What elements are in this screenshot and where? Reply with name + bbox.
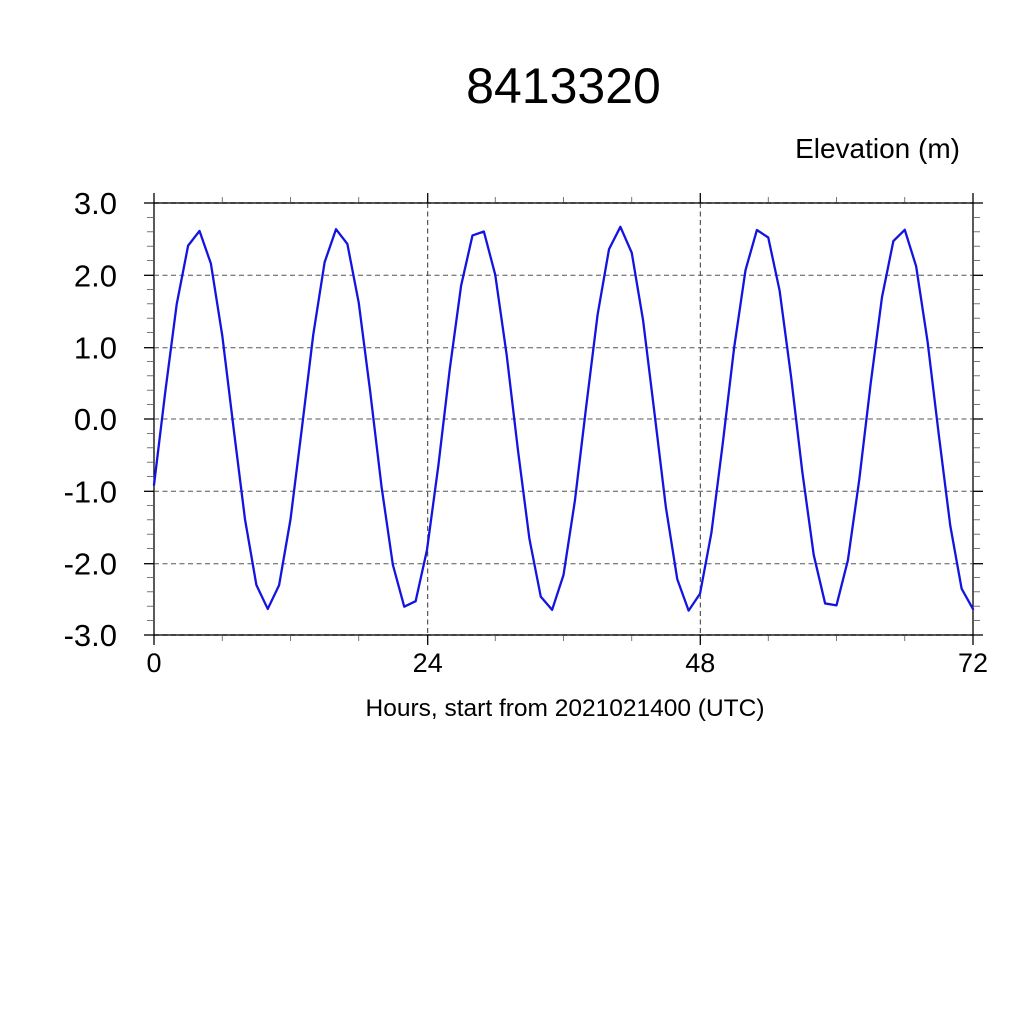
svg-text:0: 0: [146, 648, 161, 678]
svg-text:2.0: 2.0: [74, 258, 117, 293]
svg-text:24: 24: [413, 648, 443, 678]
svg-text:Elevation (m): Elevation (m): [795, 133, 960, 164]
svg-text:8413320: 8413320: [466, 58, 661, 114]
svg-text:-1.0: -1.0: [64, 474, 117, 509]
svg-text:1.0: 1.0: [74, 331, 117, 366]
svg-text:0.0: 0.0: [74, 402, 117, 437]
svg-text:-2.0: -2.0: [64, 547, 117, 582]
svg-text:Hours, start from 2021021400 (: Hours, start from 2021021400 (UTC): [366, 695, 765, 722]
svg-text:72: 72: [958, 648, 988, 678]
svg-text:3.0: 3.0: [74, 186, 117, 221]
svg-text:-3.0: -3.0: [64, 618, 117, 653]
svg-text:48: 48: [685, 648, 715, 678]
